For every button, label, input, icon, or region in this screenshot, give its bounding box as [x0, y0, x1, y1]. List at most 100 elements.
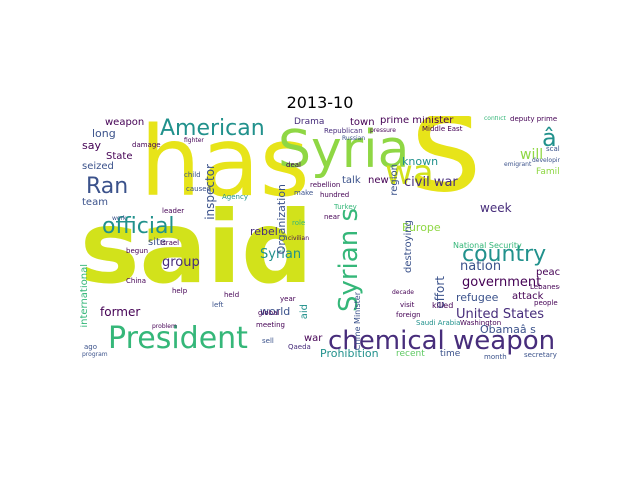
word-chemical-weapon: chemical weapon [328, 326, 556, 356]
word-say: say [82, 139, 101, 152]
word-deal: deal [286, 161, 301, 169]
word-civil-war: civil war [404, 175, 458, 190]
word-prohibition: Prohibition [320, 347, 379, 360]
word-civilian: civilian [288, 235, 309, 242]
word-former: former [100, 305, 141, 319]
word-talk: talk [342, 175, 361, 186]
word-make: make [294, 189, 314, 197]
word-syria: Syria [278, 120, 410, 180]
word-wa: wa [385, 153, 434, 193]
word-ran: Ran [86, 174, 129, 199]
word-united-states: United States [456, 307, 545, 322]
word-caused: caused [186, 185, 211, 193]
word-known: known [402, 155, 439, 168]
word-turkey: Turkey [334, 203, 357, 211]
word-region: region [389, 164, 400, 196]
word-work: work [112, 215, 127, 222]
word-site: site [148, 237, 167, 248]
word-cloud: said has s Syria wa President chemical w… [80, 116, 560, 364]
word-s-big: s [410, 116, 482, 223]
word-war: war [304, 333, 323, 344]
word-meeting: meeting [256, 321, 286, 329]
word-town: town [350, 117, 375, 128]
word-qaeda: Qaeda [288, 343, 311, 351]
word-developing: developing [532, 157, 560, 164]
word-year: year [280, 295, 296, 303]
word-sell: sell [262, 337, 274, 345]
word-held: held [224, 291, 240, 299]
word-fighter: fighter [184, 137, 204, 144]
word-weapon: weapon [105, 117, 145, 128]
word-washington: Washington [460, 319, 502, 327]
word-time: time [440, 349, 461, 359]
word-lebanese: Lebanese [530, 283, 560, 291]
word-long: long [92, 127, 116, 140]
word-aid: aid [299, 304, 310, 320]
word-killed: killed [432, 301, 454, 310]
word-american: American [160, 116, 265, 141]
word-damage: damage [132, 141, 161, 149]
word-country: country [462, 242, 547, 267]
word-week: week [480, 201, 512, 215]
word-seized: seized [82, 161, 114, 172]
word-refugee: refugee [456, 291, 499, 304]
word-israel: Israel [160, 239, 180, 247]
word-national-security: National Security [453, 241, 522, 250]
word-secretary: secretary [524, 351, 557, 359]
word-attack: attack [512, 291, 544, 302]
word-government: government [462, 275, 542, 290]
word-drama: Drama [294, 117, 325, 127]
word-problem: problem [152, 323, 177, 330]
word-program: program [82, 351, 108, 358]
word-child: child [184, 171, 201, 179]
word-team: team [82, 197, 108, 208]
word-middle-east: Middle East [422, 125, 463, 133]
word-ago: ago [84, 343, 98, 351]
word-international: international [80, 264, 90, 328]
word-republican: Republican [324, 127, 363, 135]
word-president: President [108, 321, 248, 356]
word-russian: Russian [342, 135, 366, 142]
word-global: global [258, 309, 280, 317]
word-nation: nation [460, 259, 502, 274]
word-rebel: rebel [250, 225, 278, 238]
word-crime-minister: Crime Minister [353, 292, 362, 351]
word-group: group [162, 255, 200, 270]
word-destroying: destroying [403, 220, 414, 274]
word-conflict: conflict [484, 116, 506, 122]
word-rebellion: rebellion [310, 181, 341, 189]
word-obama: Obamaâ s [480, 323, 536, 336]
word-organization: Organization [275, 184, 288, 255]
word-leader: leader [162, 207, 185, 215]
word-family: Family [536, 167, 560, 177]
word-role: role [292, 219, 306, 227]
word-people: people [534, 299, 558, 307]
word-saudi-arabia: Saudi Arabia [416, 319, 461, 327]
word-state: State [106, 151, 133, 162]
word-china: China [126, 277, 146, 285]
word-will: will [520, 147, 544, 163]
word-peace: peace [536, 267, 560, 278]
word-foreign: foreign [396, 311, 421, 319]
word-official: official [102, 214, 175, 239]
word-recent: recent [396, 349, 425, 359]
word-agency: Agency [222, 193, 248, 201]
word-a-hat: â [542, 124, 557, 152]
word-world: world [260, 305, 291, 318]
word-deputy-prime: deputy prime [510, 116, 558, 123]
word-decade: decade [392, 289, 414, 296]
word-syrian: Syrian [260, 247, 302, 262]
word-hundred: hundred [320, 191, 350, 199]
word-emigrant: emigrant [504, 161, 532, 168]
word-prime-minister: prime minister [380, 116, 454, 126]
word-begun: begun [126, 247, 149, 255]
word-pressure: pressure [370, 127, 396, 134]
word-europe: Europe [402, 221, 441, 234]
figure-title: 2013-10 [286, 93, 354, 112]
word-said: said [80, 189, 313, 306]
word-near: near [324, 213, 340, 221]
word-has: has [140, 116, 310, 218]
word-scale: scale [546, 145, 560, 153]
word-visit: visit [400, 301, 415, 309]
